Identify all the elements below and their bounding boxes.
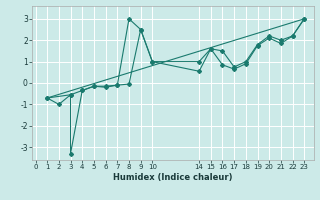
X-axis label: Humidex (Indice chaleur): Humidex (Indice chaleur) [113, 173, 233, 182]
